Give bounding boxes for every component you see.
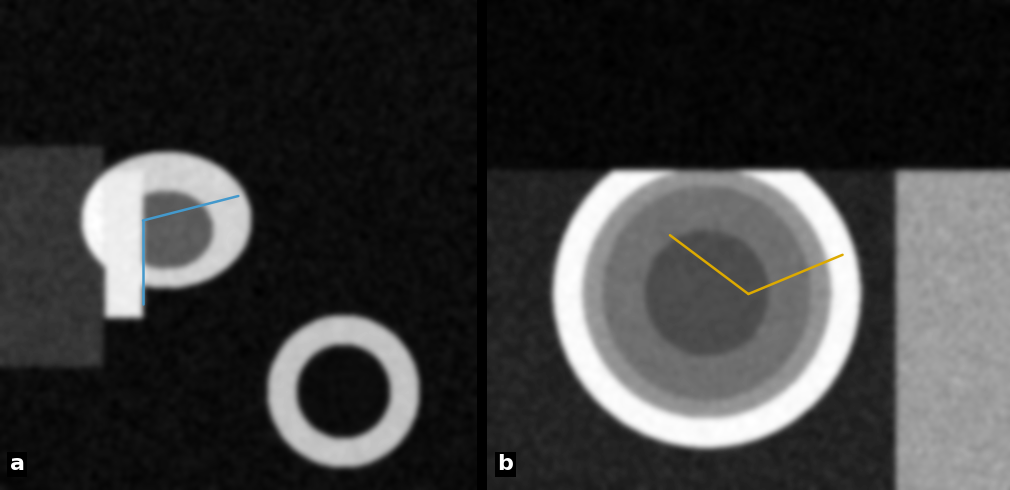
Text: a: a	[9, 454, 24, 474]
Text: b: b	[497, 454, 513, 474]
